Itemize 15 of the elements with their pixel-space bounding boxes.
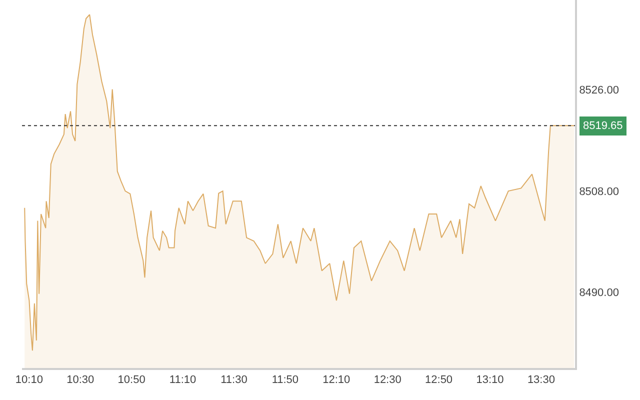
x-tick-label: 11:30 xyxy=(220,374,248,386)
x-tick-label: 10:50 xyxy=(118,374,146,386)
x-tick-label: 10:10 xyxy=(15,374,43,386)
x-tick-label: 12:30 xyxy=(374,374,402,386)
y-tick-label: 8490.00 xyxy=(579,287,619,299)
x-tick-label: 10:30 xyxy=(66,374,94,386)
x-tick-label: 12:50 xyxy=(425,374,453,386)
y-tick-label: 8526.00 xyxy=(579,84,619,97)
x-tick-label: 11:10 xyxy=(169,374,196,386)
x-tick-label: 12:10 xyxy=(322,374,350,386)
x-tick-label: 11:50 xyxy=(272,374,299,386)
ref-line-label: 8519.65 xyxy=(583,120,623,132)
x-tick-label: 13:30 xyxy=(527,374,555,386)
x-tick-label: 13:10 xyxy=(476,374,504,386)
y-tick-label: 8508.00 xyxy=(579,186,619,198)
